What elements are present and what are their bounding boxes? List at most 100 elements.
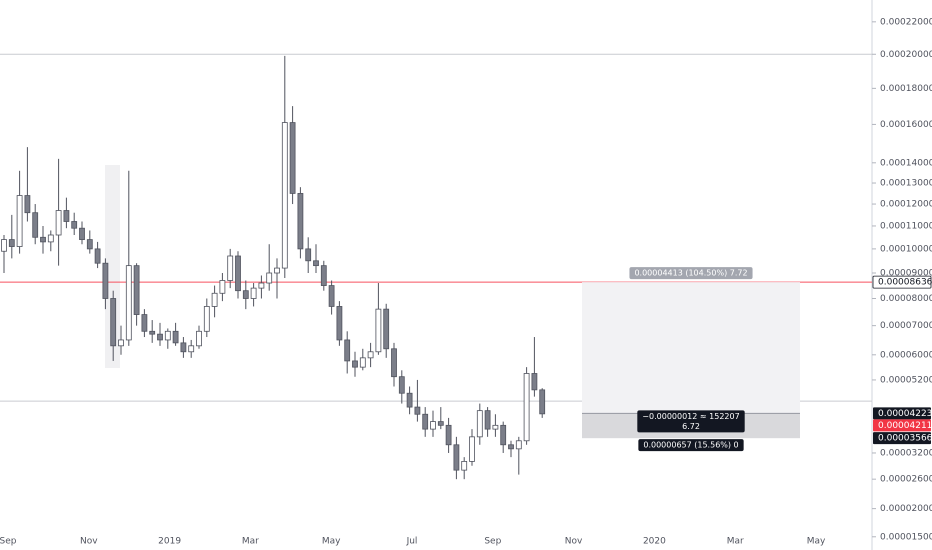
candle-body — [266, 272, 273, 284]
candle-body — [235, 255, 241, 292]
y-tick-label: 0.00011000 — [880, 221, 932, 231]
price-label: 0.00003566 — [878, 434, 932, 444]
y-tick-label: 0.00022000 — [880, 17, 932, 27]
candle-body — [141, 314, 148, 332]
candle-body — [391, 348, 397, 378]
candle-body — [367, 351, 374, 359]
x-tick-label: May — [322, 537, 341, 547]
candle-body — [274, 267, 280, 274]
profit-zone — [582, 282, 800, 414]
candle-body — [383, 308, 390, 350]
candle-body — [398, 376, 405, 394]
candle-body — [328, 285, 335, 307]
stop-label-bg — [638, 439, 744, 452]
y-tick-label: 0.00001500 — [880, 532, 932, 542]
candle-body — [1, 239, 7, 252]
candle-body — [242, 290, 249, 299]
y-tick-label: 0.00014000 — [880, 158, 932, 168]
stop-label: 0.00000657 (15.56%) 0 — [638, 439, 744, 452]
candle-body — [86, 239, 93, 250]
entry-label-text: −0.00000012 ≈ 152207 — [642, 412, 739, 421]
candle-body — [16, 195, 23, 247]
candle-body — [453, 444, 460, 471]
y-tick-label: 0.00016000 — [880, 120, 932, 130]
candle-body — [313, 260, 319, 267]
y-tick-label: 0.00002000 — [880, 504, 932, 514]
y-tick-label: 0.00020000 — [880, 50, 932, 60]
candle-body — [359, 357, 366, 368]
candle-body — [149, 330, 156, 335]
candle-body — [196, 330, 202, 347]
entry-label-text: 6.72 — [682, 422, 700, 431]
target-label: 0.00004413 (104.50%) 7.72 — [629, 267, 753, 280]
price-label-bg — [873, 419, 931, 432]
candle-body — [515, 440, 522, 450]
candle-body — [461, 461, 468, 471]
candle-body — [500, 424, 507, 446]
stop-label-text: 0.00000657 (15.56%) 0 — [643, 441, 738, 450]
candle-body — [523, 373, 530, 442]
candle-body — [133, 265, 140, 315]
candle-body — [484, 410, 491, 430]
candle-body — [539, 389, 546, 415]
candle-body — [40, 236, 46, 243]
candle-body — [258, 282, 265, 289]
y-tick-label: 0.00007000 — [880, 321, 932, 331]
candle-body — [305, 248, 312, 262]
candle-body — [336, 306, 343, 341]
candle-body — [110, 298, 117, 347]
y-tick-label: 0.00002600 — [880, 475, 932, 485]
price-label: 0.00008636 — [878, 278, 932, 288]
x-tick-label: 2019 — [158, 537, 181, 547]
x-tick-label: Nov — [80, 537, 98, 547]
y-tick-label: 0.00013000 — [880, 179, 932, 189]
candle-body — [469, 436, 475, 462]
x-tick-label: May — [807, 537, 826, 547]
candle-body — [125, 265, 132, 341]
candle-body — [297, 193, 304, 250]
candle-body — [352, 360, 358, 368]
candle-body — [164, 330, 171, 341]
candle-body — [71, 221, 78, 229]
y-tick-label: 0.00012000 — [880, 200, 932, 210]
y-tick-label: 0.00006000 — [880, 350, 932, 360]
y-tick-label: 0.00018000 — [880, 84, 932, 94]
candle-body — [344, 339, 351, 362]
x-tick-label: Sep — [484, 537, 501, 547]
candle-body — [47, 234, 54, 243]
candle-body — [445, 424, 452, 446]
candle-body — [157, 333, 163, 341]
target-label-text: 0.00004413 (104.50%) 7.72 — [634, 269, 747, 278]
y-tick-label: 0.00003200 — [880, 448, 932, 458]
candle-body — [422, 413, 429, 430]
candle-body — [531, 373, 538, 391]
x-tick-label: Nov — [565, 537, 583, 547]
x-tick-label: Jul — [406, 537, 418, 547]
candle-body — [118, 339, 124, 347]
x-tick-label: Mar — [242, 537, 259, 547]
candle-body — [55, 210, 62, 236]
candle-body — [180, 342, 187, 353]
candle-body — [211, 292, 218, 307]
candle-body — [414, 406, 421, 415]
candle-body — [281, 122, 288, 269]
candle-body — [406, 392, 413, 408]
y-tick-label: 0.00010000 — [880, 244, 932, 254]
candle-body — [508, 444, 514, 450]
candle-body — [63, 210, 70, 222]
candle-body — [227, 255, 234, 281]
candle-body — [289, 122, 296, 194]
price-label: 0.00004223 — [878, 409, 932, 419]
x-tick-label: Sep — [0, 537, 17, 547]
candle-body — [375, 308, 382, 353]
y-tick-label: 0.00008000 — [880, 294, 932, 304]
price-label: 0.00004211 — [878, 421, 932, 431]
y-tick-label: 0.00005200 — [880, 375, 932, 385]
price-label-bg — [872, 275, 932, 289]
highlight-rect — [105, 165, 120, 368]
candle-body — [320, 265, 327, 286]
candle-body — [203, 306, 210, 332]
